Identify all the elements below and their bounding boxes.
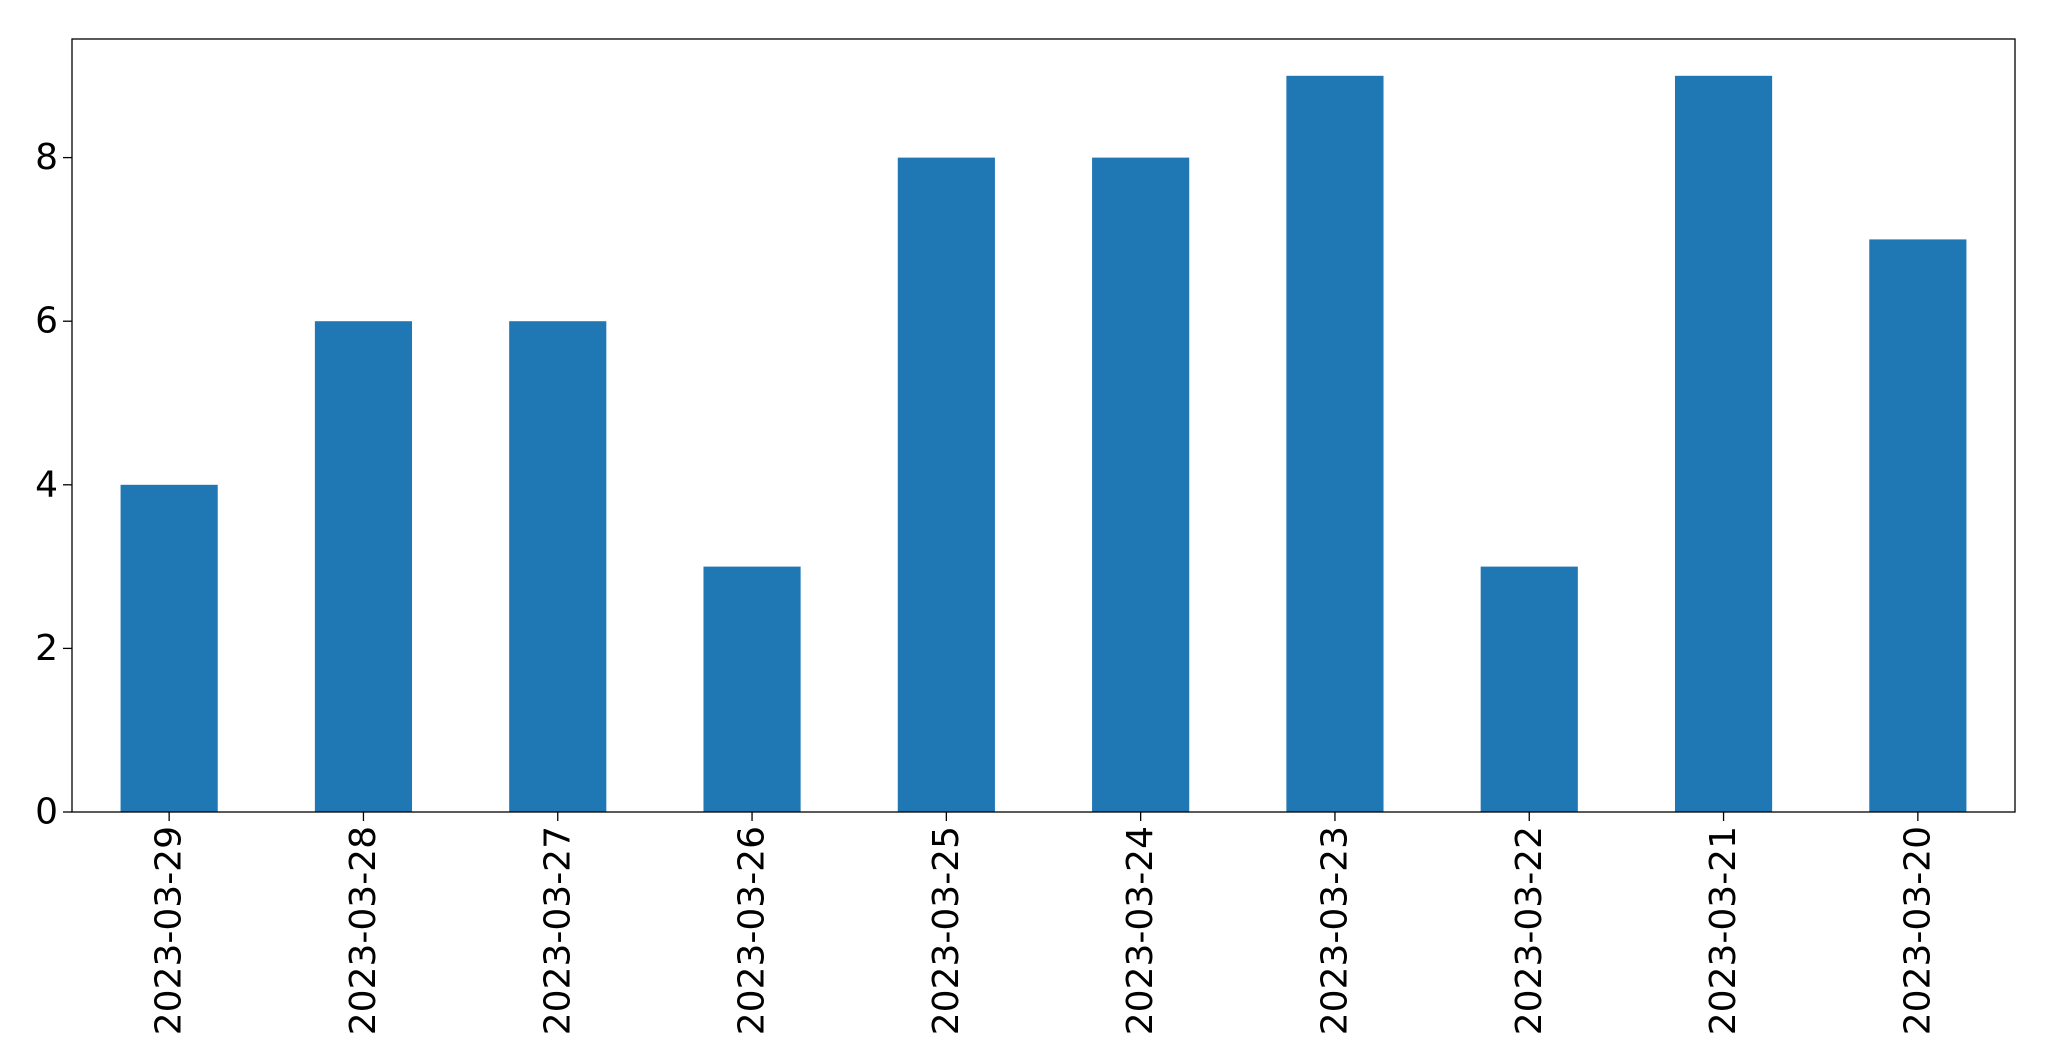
- bars-group: [120, 75, 1967, 813]
- x-tick-label: 2023-03-25: [926, 826, 967, 1035]
- bar-2023-03-22: [1480, 566, 1578, 812]
- x-tick-label: 2023-03-26: [732, 826, 773, 1035]
- x-tick-label: 2023-03-22: [1509, 826, 1550, 1035]
- bar-2023-03-21: [1674, 75, 1773, 813]
- y-tick-label: 0: [35, 792, 58, 833]
- x-tick-label: 2023-03-27: [537, 826, 578, 1035]
- bar-2023-03-26: [703, 566, 801, 812]
- bar-2023-03-27: [509, 321, 607, 812]
- bar-2023-03-25: [897, 157, 995, 812]
- y-tick-label: 8: [35, 137, 58, 178]
- bar-2023-03-24: [1092, 157, 1190, 812]
- bar-2023-03-29: [120, 484, 218, 812]
- x-tick-label: 2023-03-28: [343, 826, 384, 1035]
- bar-2023-03-20: [1869, 239, 1967, 812]
- y-axis: 0 2 4 6 8: [35, 137, 72, 833]
- x-tick-label: 2023-03-24: [1120, 826, 1161, 1035]
- bar-2023-03-23: [1286, 75, 1384, 813]
- y-tick-label: 2: [35, 628, 58, 669]
- x-tick-label: 2023-03-29: [149, 826, 190, 1035]
- plot-frame: [71, 38, 2016, 813]
- x-tick-label: 2023-03-23: [1314, 826, 1355, 1035]
- y-tick-label: 6: [35, 301, 58, 342]
- x-tick-label: 2023-03-21: [1703, 826, 1744, 1035]
- x-tick-label: 2023-03-20: [1897, 826, 1938, 1035]
- bar-2023-03-28: [314, 321, 413, 812]
- x-axis: 2023-03-29 2023-03-28 2023-03-27 2023-03-26…: [149, 812, 1938, 1035]
- y-tick-label: 4: [35, 464, 58, 505]
